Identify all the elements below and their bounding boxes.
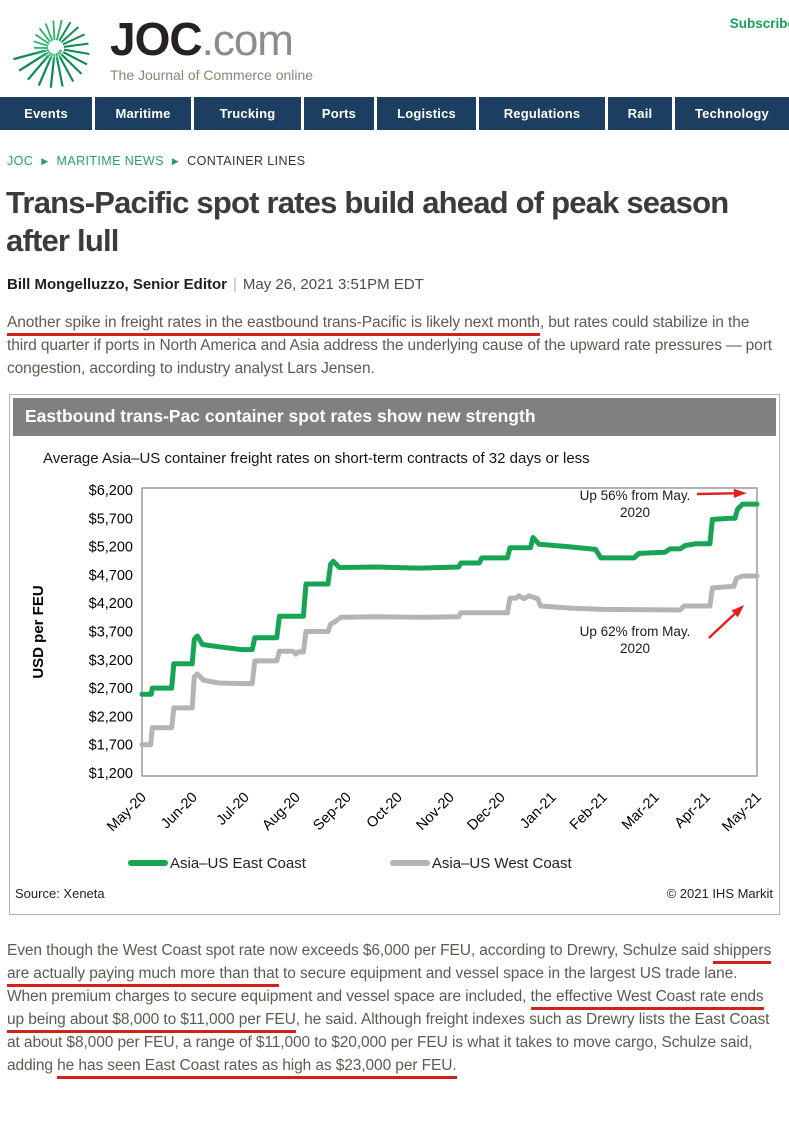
svg-text:$2,200: $2,200 [89, 709, 133, 725]
svg-text:Sep-20: Sep-20 [310, 789, 354, 833]
svg-text:May-21: May-21 [719, 789, 765, 835]
article-title: Trans-Pacific spot rates build ahead of … [6, 185, 729, 259]
byline-date: May 26, 2021 3:51PM EDT [242, 275, 424, 293]
chart-source: Source: Xeneta [15, 885, 105, 901]
svg-text:2020: 2020 [620, 641, 650, 656]
paragraph-text: to secure equipment and vessel space in … [7, 964, 738, 1005]
chart-legend: Asia–US East Coast Asia–US West Coast [13, 855, 776, 872]
nav-item-regulations[interactable]: Regulations [479, 97, 605, 130]
subscribe-link[interactable]: Subscribe [729, 16, 789, 31]
breadcrumb-container-lines[interactable]: CONTAINER LINES [187, 154, 306, 168]
svg-text:Jun-20: Jun-20 [158, 789, 201, 832]
svg-text:Jul-20: Jul-20 [214, 789, 253, 828]
paragraph-text: , but rates could stabilize in the third… [7, 313, 772, 377]
breadcrumb-maritime-news[interactable]: MARITIME NEWS [56, 154, 164, 168]
breadcrumb-joc[interactable]: JOC [7, 154, 34, 168]
spot-rates-line-chart: $6,200 $5,700 $5,200 $4,700 $4,200 $3,700 $3,2… [30, 483, 765, 835]
svg-text:Nov-20: Nov-20 [413, 789, 457, 833]
legend-label: Asia–US West Coast [431, 854, 572, 872]
svg-text:Mar-21: Mar-21 [619, 789, 663, 833]
chart-panel: Eastbound trans-Pac container spot rates… [9, 393, 780, 915]
nav-item-trucking[interactable]: Trucking [194, 97, 301, 130]
legend-item-west-coast: Asia–US West Coast [389, 854, 572, 872]
logo-main-text: JOC [110, 13, 203, 65]
svg-text:Feb-21: Feb-21 [567, 789, 611, 833]
paragraph-text: Even though the West Coast spot rate now… [7, 941, 714, 959]
breadcrumb: JOC ▶ MARITIME NEWS ▶ CONTAINER LINES [7, 154, 780, 168]
svg-text:$3,200: $3,200 [89, 653, 133, 669]
site-header: JOC .com The Journal of Commerce online S… [0, 0, 789, 97]
joc-logo[interactable]: JOC .com The Journal of Commerce online [8, 4, 313, 94]
byline-separator: | [233, 275, 237, 293]
article-paragraph-1: Another spike in freight rates in the ea… [7, 311, 780, 380]
svg-text:$5,200: $5,200 [89, 539, 133, 555]
red-underlined-text: shippers are actually paying much more t… [7, 941, 771, 987]
nav-item-technology[interactable]: Technology [675, 97, 789, 130]
breadcrumb-arrow-icon: ▶ [41, 155, 49, 166]
svg-text:USD per FEU: USD per FEU [30, 585, 47, 678]
svg-text:Up 62% from May.: Up 62% from May. [580, 624, 691, 639]
svg-text:Oct-20: Oct-20 [364, 789, 406, 831]
nav-item-events[interactable]: Events [0, 97, 92, 130]
nav-item-rail[interactable]: Rail [608, 97, 672, 130]
svg-text:Apr-21: Apr-21 [672, 789, 714, 831]
article-byline: Bill Mongelluzzo, Senior Editor | May 26, … [7, 276, 780, 293]
chart-panel-title: Eastbound trans-Pac container spot rates… [13, 397, 776, 436]
red-underlined-text: the effective West Coast rate ends up be… [7, 987, 764, 1033]
red-underlined-text: he has seen East Coast rates as high as … [57, 1056, 457, 1079]
svg-text:May-20: May-20 [104, 789, 150, 835]
nav-item-logistics[interactable]: Logistics [377, 97, 476, 130]
svg-text:$5,700: $5,700 [89, 511, 133, 527]
logo-tagline: The Journal of Commerce online [110, 67, 314, 83]
legend-label: Asia–US East Coast [170, 854, 306, 872]
svg-text:$4,200: $4,200 [89, 596, 133, 612]
svg-text:$2,700: $2,700 [89, 681, 133, 697]
svg-text:$1,700: $1,700 [89, 738, 133, 754]
legend-item-east-coast: Asia–US East Coast [128, 855, 306, 872]
breadcrumb-arrow-icon: ▶ [171, 155, 180, 166]
chart-copyright: © 2021 IHS Markit [666, 885, 773, 901]
nav-item-ports[interactable]: Ports [304, 97, 374, 130]
article-paragraph-2: Even though the West Coast spot rate now… [7, 939, 780, 1079]
logo-text: JOC .com The Journal of Commerce online [110, 4, 313, 83]
svg-text:Aug-20: Aug-20 [259, 789, 303, 833]
svg-text:$4,700: $4,700 [89, 568, 133, 584]
west-coast-line-swatch-icon [389, 860, 430, 867]
byline-author[interactable]: Bill Mongelluzzo, Senior Editor [7, 275, 227, 293]
svg-text:$3,700: $3,700 [89, 624, 133, 640]
joc-spiral-logo-icon [13, 19, 90, 88]
svg-text:Dec-20: Dec-20 [464, 789, 508, 833]
svg-text:$1,200: $1,200 [89, 766, 133, 782]
svg-text:$6,200: $6,200 [89, 483, 133, 499]
paragraph-text: , he said. Although freight indexes such… [7, 1010, 770, 1074]
main-nav: Events Maritime Trucking Ports Logistics… [0, 97, 789, 130]
svg-text:2020: 2020 [620, 505, 650, 520]
chart-footer: Source: Xeneta © 2021 IHS Markit [13, 872, 776, 911]
chart-subtitle: Average Asia–US container freight rates … [43, 449, 590, 467]
east-coast-line-swatch-icon [128, 860, 168, 867]
svg-text:Jan-21: Jan-21 [517, 789, 560, 832]
svg-text:Up 56% from May.: Up 56% from May. [580, 488, 691, 503]
nav-item-maritime[interactable]: Maritime [95, 97, 191, 130]
red-underlined-text: Another spike in freight rates in the ea… [7, 313, 540, 336]
logo-suffix-text: .com [201, 16, 294, 65]
